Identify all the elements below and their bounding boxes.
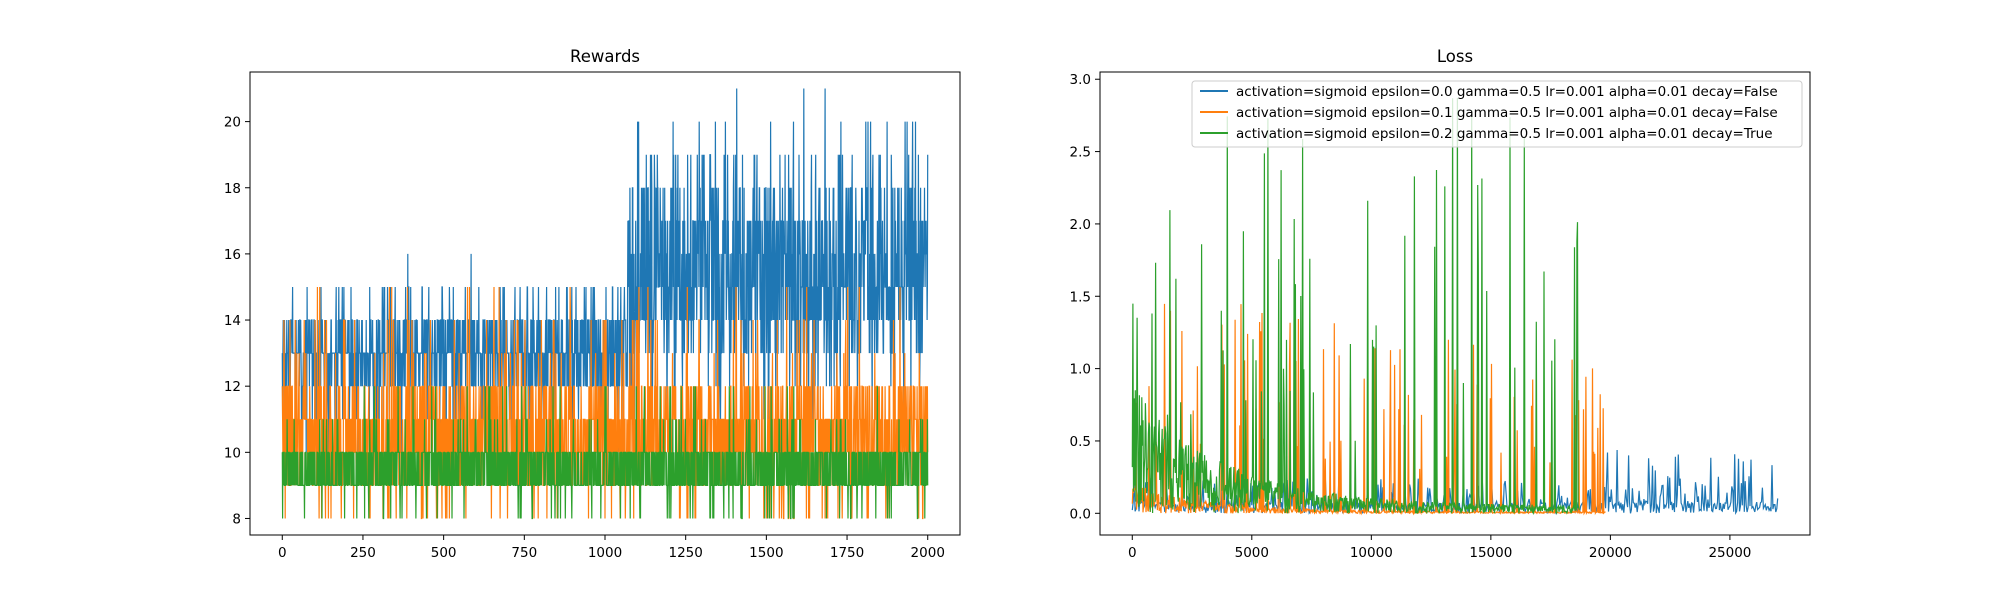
x-tick-label: 2000 — [911, 545, 945, 561]
loss-y-axis: 0.0 0.5 1.0 1.5 2.0 2.5 3.0 — [1070, 72, 1100, 522]
x-tick-label: 10000 — [1350, 545, 1393, 561]
rewards-x-axis: 0 250 500 750 1000 1250 1500 1750 2000 — [278, 535, 945, 561]
y-tick-label: 3.0 — [1070, 72, 1091, 88]
x-tick-label: 250 — [350, 545, 376, 561]
y-tick-label: 14 — [224, 313, 241, 329]
y-tick-label: 12 — [224, 379, 241, 395]
x-tick-label: 500 — [431, 545, 457, 561]
loss-chart: Loss 0 5000 10000 15000 20000 25000 0.0 0.5 1.0… — [1070, 47, 1811, 561]
rewards-chart: Rewards 0 250 500 750 1000 1250 1500 1750 2000 8… — [224, 47, 961, 561]
y-tick-label: 0.0 — [1070, 506, 1091, 522]
x-tick-label: 1750 — [830, 545, 864, 561]
y-tick-label: 1.0 — [1070, 362, 1091, 378]
legend-label-series-3: activation=sigmoid epsilon=0.2 gamma=0.5… — [1236, 126, 1773, 142]
loss-chart-title: Loss — [1437, 47, 1473, 66]
y-tick-label: 18 — [224, 181, 241, 197]
x-tick-label: 5000 — [1235, 545, 1269, 561]
x-tick-label: 1500 — [749, 545, 783, 561]
x-tick-label: 15000 — [1469, 545, 1512, 561]
x-tick-label: 1250 — [669, 545, 703, 561]
x-tick-label: 1000 — [588, 545, 622, 561]
x-tick-label: 0 — [1128, 545, 1137, 561]
y-tick-label: 0.5 — [1070, 434, 1091, 450]
x-tick-label: 25000 — [1708, 545, 1751, 561]
loss-x-axis: 0 5000 10000 15000 20000 25000 — [1128, 535, 1751, 561]
y-tick-label: 8 — [232, 511, 241, 527]
x-tick-label: 20000 — [1589, 545, 1632, 561]
y-tick-label: 1.5 — [1070, 289, 1091, 305]
loss-series-line — [1131, 97, 1580, 515]
y-tick-label: 10 — [224, 445, 241, 461]
rewards-chart-title: Rewards — [570, 47, 640, 66]
rewards-plot-area — [281, 88, 929, 520]
x-tick-label: 0 — [278, 545, 287, 561]
loss-legend: activation=sigmoid epsilon=0.0 gamma=0.5… — [1191, 80, 1803, 148]
legend-label-series-1: activation=sigmoid epsilon=0.0 gamma=0.5… — [1236, 84, 1778, 100]
x-tick-label: 750 — [511, 545, 537, 561]
y-tick-label: 2.0 — [1070, 217, 1091, 233]
loss-plot-area — [1131, 97, 1779, 516]
rewards-y-axis: 8 10 12 14 16 18 20 — [224, 115, 250, 527]
y-tick-label: 2.5 — [1070, 145, 1091, 161]
y-tick-label: 20 — [224, 115, 241, 131]
legend-label-series-2: activation=sigmoid epsilon=0.1 gamma=0.5… — [1236, 105, 1778, 121]
loss-axes-frame — [1099, 71, 1811, 536]
legend-box — [1191, 80, 1803, 148]
y-tick-label: 16 — [224, 247, 241, 263]
rewards-series-line — [281, 386, 929, 520]
